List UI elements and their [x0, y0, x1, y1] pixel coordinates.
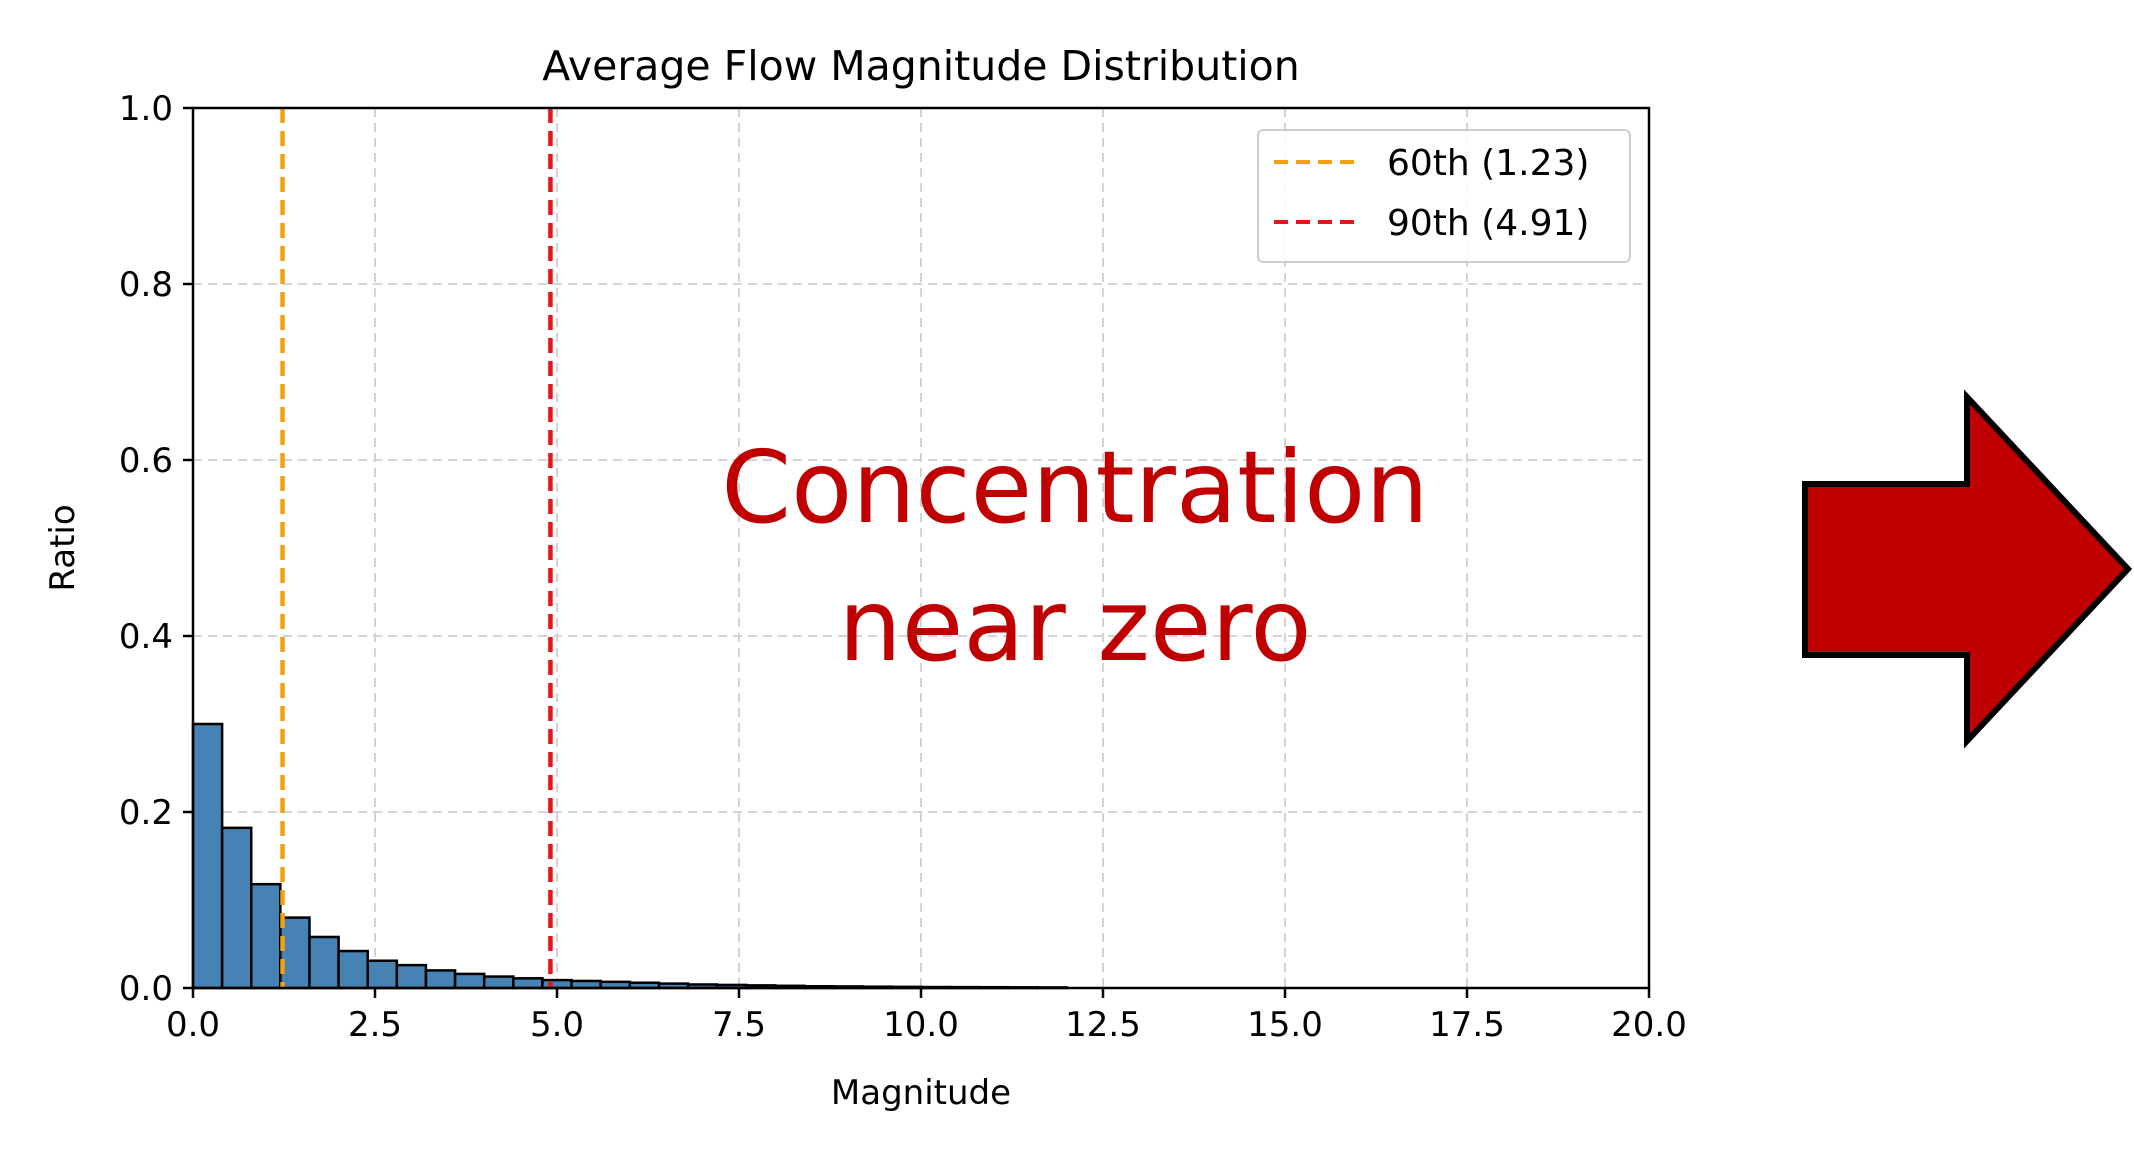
histogram-bar: [220, 826, 253, 990]
annotation-line-2: near zero: [838, 567, 1311, 684]
x-axis-title: Magnitude: [831, 1073, 1011, 1113]
legend-label-60th: 60th (1.23): [1387, 143, 1589, 184]
chart-title: Average Flow Magnitude Distribution: [542, 42, 1299, 90]
histogram-bar: [395, 963, 428, 990]
y-tick-label: 1.0: [119, 89, 173, 129]
histogram-bar: [337, 949, 369, 990]
histogram-bar: [191, 722, 224, 990]
legend-label-90th: 90th (4.91): [1387, 203, 1589, 244]
x-tick-label: 20.0: [1611, 1005, 1687, 1045]
y-tick-label: 0.0: [119, 969, 173, 1009]
histogram-bar: [512, 977, 544, 990]
right-arrow-icon: [1802, 389, 2133, 749]
x-axis-ticks: 0.0 2.5 5.0 7.5 10.0 12.5 15.0 17.5 20.0: [166, 988, 1687, 1045]
histogram-bar: [366, 959, 399, 990]
histogram-bar: [279, 916, 311, 990]
y-tick-label: 0.6: [119, 441, 173, 481]
x-tick-label: 17.5: [1429, 1005, 1505, 1045]
x-tick-label: 10.0: [883, 1005, 959, 1045]
histogram-bar: [482, 975, 515, 990]
x-tick-label: 2.5: [348, 1005, 402, 1045]
histogram-bar: [453, 972, 486, 990]
reference-lines: [280, 108, 553, 988]
histogram-bar: [424, 969, 457, 990]
histogram-bars: [191, 722, 1068, 990]
legend: 60th (1.23) 90th (4.91): [1257, 129, 1631, 263]
histogram-bar: [308, 935, 340, 990]
histogram-bar: [249, 882, 282, 990]
annotation-line-1: Concentration: [721, 429, 1428, 546]
x-tick-label: 0.0: [166, 1005, 220, 1045]
x-tick-label: 15.0: [1247, 1005, 1323, 1045]
y-tick-label: 0.8: [119, 265, 173, 305]
y-axis-ticks: 0.0 0.2 0.4 0.6 0.8 1.0: [119, 89, 193, 1009]
x-tick-label: 5.0: [530, 1005, 584, 1045]
y-tick-label: 0.2: [119, 793, 173, 833]
x-tick-label: 7.5: [712, 1005, 766, 1045]
y-tick-label: 0.4: [119, 617, 173, 657]
y-axis-title: Ratio: [43, 504, 83, 591]
x-tick-label: 12.5: [1065, 1005, 1141, 1045]
